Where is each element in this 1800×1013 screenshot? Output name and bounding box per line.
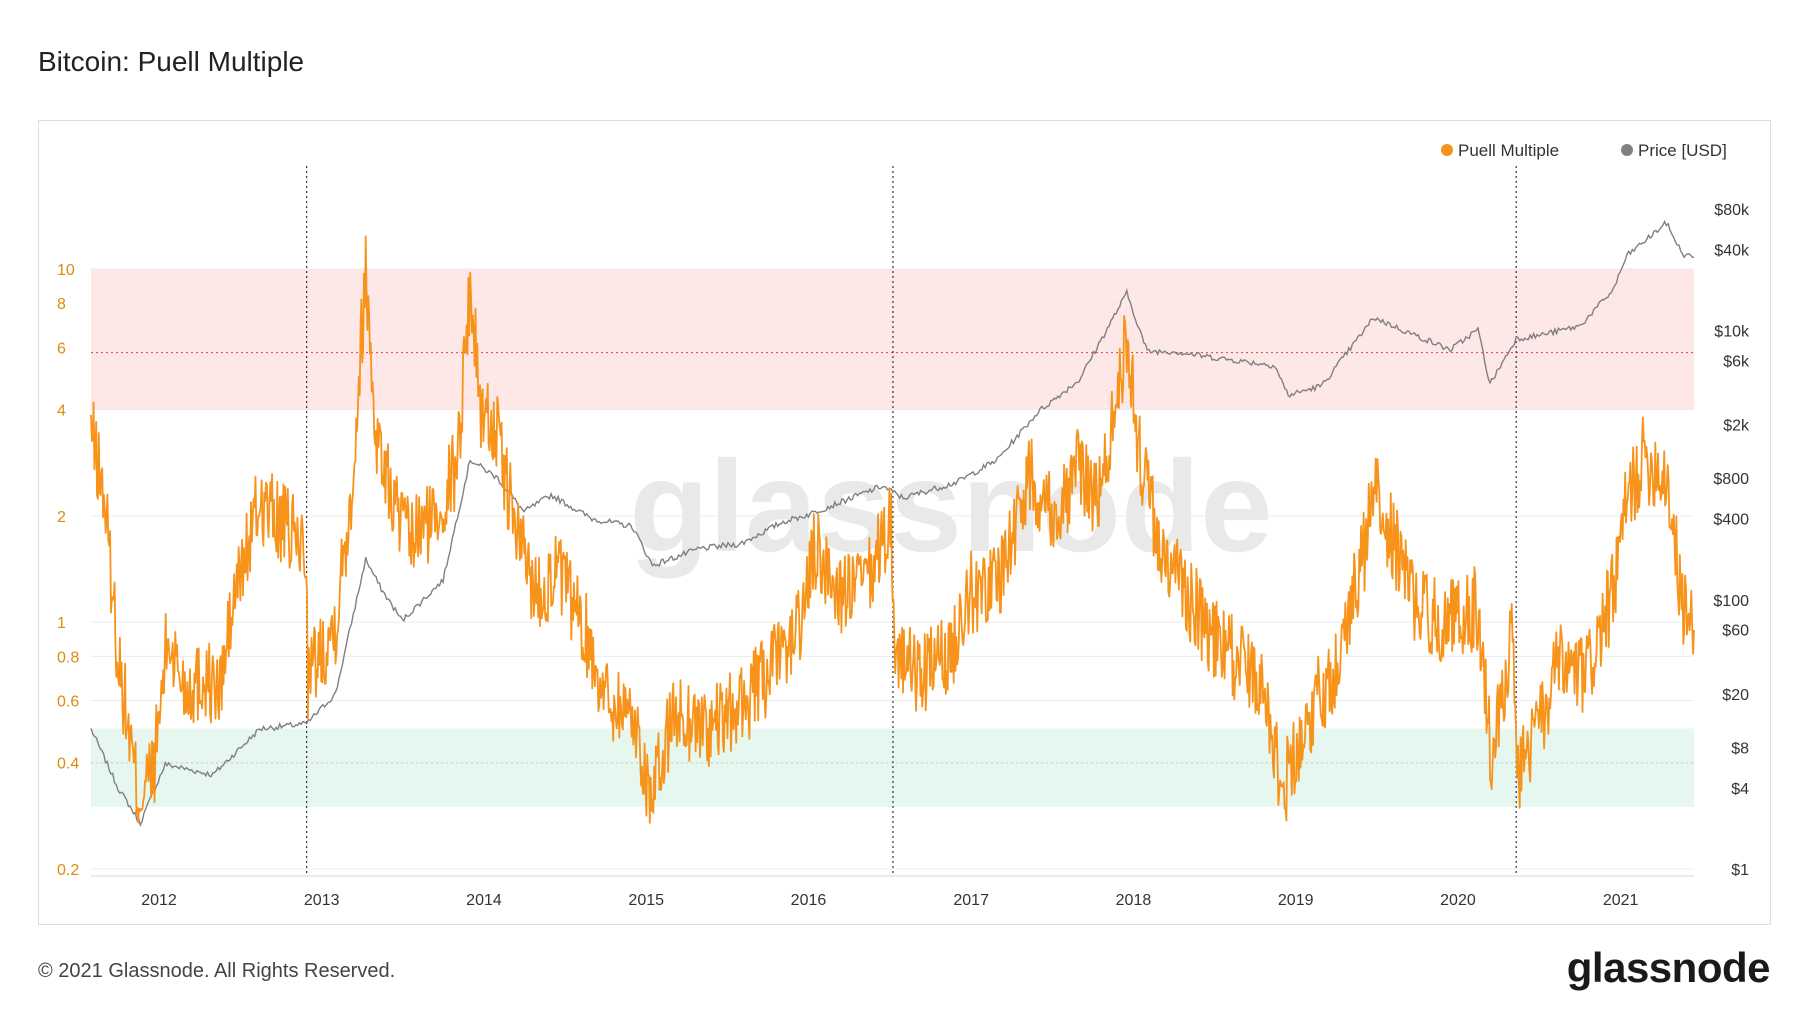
legend-label: Price [USD] — [1638, 141, 1727, 160]
x-tick-label: 2017 — [953, 892, 989, 909]
right-tick-label: $800 — [1713, 471, 1749, 488]
page-title: Bitcoin: Puell Multiple — [38, 46, 305, 77]
left-tick-label: 1 — [57, 615, 66, 632]
x-tick-label: 2018 — [1116, 892, 1152, 909]
legend-label: Puell Multiple — [1458, 141, 1559, 160]
left-tick-label: 10 — [57, 262, 75, 279]
right-tick-label: $10k — [1714, 324, 1750, 341]
left-tick-label: 0.8 — [57, 649, 79, 666]
chart-container: glassnode 10 8 6 4 2 1 0.8 0.6 0.4 0.2 $80k $40k $1… — [38, 120, 1771, 925]
right-tick-label: $80k — [1714, 202, 1750, 219]
glassnode-logo[interactable]: glassnode — [1566, 944, 1771, 991]
right-tick-label: $20 — [1722, 687, 1749, 704]
right-y-axis: $80k $40k $10k $6k $2k $800 $400 $100 $60 $20 $8 $4… — [1713, 202, 1750, 879]
puell-multiple-line — [90, 235, 1695, 824]
copyright-text: © 2021 Glassnode. All Rights Reserved. — [38, 960, 396, 982]
left-tick-label: 0.4 — [57, 756, 79, 773]
x-tick-label: 2020 — [1440, 892, 1476, 909]
x-tick-label: 2014 — [466, 892, 502, 909]
right-tick-label: $2k — [1723, 418, 1750, 435]
left-tick-label: 8 — [57, 296, 66, 313]
x-axis: 2012 2013 2014 2015 2016 2017 2018 2019 2020 2021 — [141, 892, 1638, 909]
legend-item[interactable]: Price [USD] — [1621, 141, 1727, 160]
left-tick-label: 0.2 — [57, 862, 79, 879]
legend[interactable]: Puell Multiple Price [USD] — [1441, 141, 1727, 160]
legend-item[interactable]: Puell Multiple — [1441, 141, 1559, 160]
right-tick-label: $1 — [1731, 862, 1749, 879]
legend-marker-icon — [1621, 144, 1633, 156]
left-tick-label: 2 — [57, 509, 66, 526]
x-tick-label: 2019 — [1278, 892, 1314, 909]
legend-marker-icon — [1441, 144, 1453, 156]
x-tick-label: 2012 — [141, 892, 177, 909]
upper-band — [91, 269, 1694, 410]
left-tick-label: 0.6 — [57, 694, 79, 711]
x-tick-label: 2013 — [304, 892, 340, 909]
left-tick-label: 4 — [57, 403, 66, 420]
x-tick-label: 2016 — [791, 892, 827, 909]
puell-series — [90, 235, 1695, 824]
right-tick-label: $6k — [1723, 353, 1750, 370]
x-tick-label: 2015 — [628, 892, 664, 909]
right-tick-label: $400 — [1713, 512, 1749, 529]
right-tick-label: $100 — [1713, 593, 1749, 610]
right-tick-label: $60 — [1722, 623, 1749, 640]
left-y-axis: 10 8 6 4 2 1 0.8 0.6 0.4 0.2 — [57, 262, 79, 879]
price-line — [90, 219, 1695, 827]
right-tick-label: $8 — [1731, 740, 1749, 757]
x-tick-label: 2021 — [1603, 892, 1639, 909]
right-tick-label: $40k — [1714, 243, 1750, 260]
right-tick-label: $4 — [1731, 781, 1749, 798]
price-series — [90, 219, 1695, 827]
left-tick-label: 6 — [57, 340, 66, 357]
